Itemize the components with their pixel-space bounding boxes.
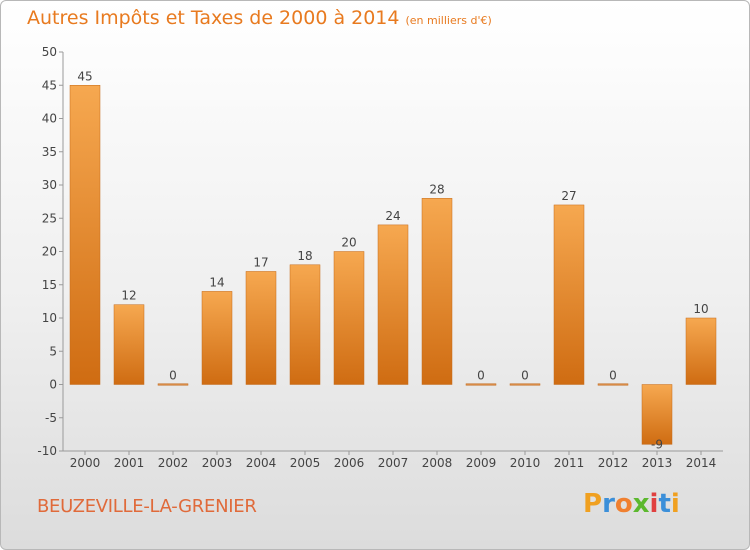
x-tick-label: 2001: [114, 456, 145, 470]
x-tick-label: 2003: [202, 456, 233, 470]
x-tick-label: 2012: [598, 456, 629, 470]
y-tick-label: 30: [42, 178, 57, 192]
x-tick-label: 2013: [642, 456, 673, 470]
bar-2006: [333, 251, 365, 385]
x-tick-label: 2005: [290, 456, 321, 470]
bar-2002: [157, 383, 189, 386]
data-label-2004: 17: [253, 255, 268, 269]
y-tick-label: 35: [42, 145, 57, 159]
data-label-2008: 28: [429, 182, 444, 196]
bar-2011: [553, 204, 585, 385]
bar-2008: [421, 198, 453, 385]
x-tick-label: 2006: [334, 456, 365, 470]
commune-name: BEUZEVILLE-LA-GRENIER: [37, 496, 257, 517]
data-label-2005: 18: [297, 249, 312, 263]
y-tick-label: 20: [42, 245, 57, 259]
data-label-2013: -9: [651, 437, 663, 451]
bar-2012: [597, 383, 629, 386]
x-tick-label: 2011: [554, 456, 585, 470]
data-label-2006: 20: [341, 236, 356, 250]
bar-2010: [509, 383, 541, 386]
x-tick-label: 2014: [686, 456, 717, 470]
bar-2013: [641, 384, 673, 445]
logo-letter: i: [670, 489, 680, 519]
data-label-2002: 0: [169, 369, 177, 383]
y-tick-label: 40: [42, 112, 57, 126]
y-tick-label: -10: [37, 444, 57, 458]
bar-2005: [289, 264, 321, 385]
proxiti-logo[interactable]: Proxiti: [583, 489, 680, 519]
y-tick-label: 0: [49, 378, 57, 392]
y-tick-label: 5: [49, 344, 57, 358]
logo-letter: x: [632, 489, 650, 519]
data-label-2012: 0: [609, 369, 617, 383]
data-label-2011: 27: [561, 189, 576, 203]
y-tick-label: 25: [42, 211, 57, 225]
x-tick-label: 2008: [422, 456, 453, 470]
data-label-2009: 0: [477, 369, 485, 383]
bar-2009: [465, 383, 497, 386]
bar-2004: [245, 271, 277, 385]
x-tick-label: 2010: [510, 456, 541, 470]
logo-letter: i: [649, 489, 659, 519]
bar-2003: [201, 291, 233, 385]
chart-title-unit: (en milliers d'€): [405, 14, 492, 27]
bar-2007: [377, 224, 409, 385]
y-tick-label: 10: [42, 311, 57, 325]
chart-title-main: Autres Impôts et Taxes de 2000 à 2014: [27, 7, 400, 29]
data-label-2001: 12: [121, 289, 136, 303]
data-label-2010: 0: [521, 369, 529, 383]
y-tick-label: 15: [42, 278, 57, 292]
y-tick-label: 45: [42, 78, 57, 92]
data-label-2003: 14: [209, 275, 224, 289]
bar-2000: [69, 85, 101, 385]
bar-2014: [685, 317, 717, 385]
x-tick-label: 2009: [466, 456, 497, 470]
logo-letter: r: [602, 489, 615, 519]
data-label-2014: 10: [693, 302, 708, 316]
x-tick-label: 2002: [158, 456, 189, 470]
logo-letter: o: [614, 489, 633, 519]
x-tick-label: 2004: [246, 456, 277, 470]
y-tick-label: 50: [42, 45, 57, 59]
y-tick-label: -5: [45, 411, 57, 425]
bar-2001: [113, 304, 145, 385]
x-tick-label: 2007: [378, 456, 409, 470]
data-label-2007: 24: [385, 209, 400, 223]
logo-letter: t: [658, 489, 671, 519]
chart-title: Autres Impôts et Taxes de 2000 à 2014 (en…: [27, 7, 492, 29]
data-label-2000: 45: [77, 69, 92, 83]
logo-letter: P: [583, 489, 603, 519]
x-tick-label: 2000: [70, 456, 101, 470]
